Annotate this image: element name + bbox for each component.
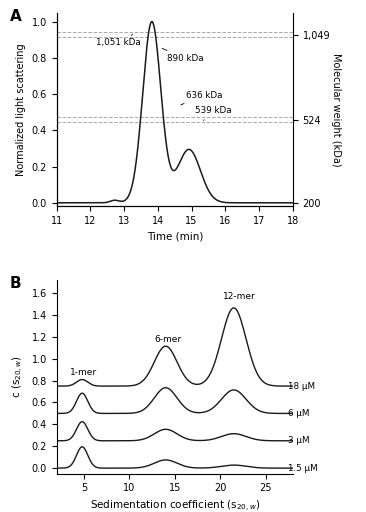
Text: 18 μM: 18 μM	[288, 381, 315, 391]
Text: 636 kDa: 636 kDa	[181, 91, 222, 105]
Y-axis label: c (s$_{20,w}$): c (s$_{20,w}$)	[11, 355, 26, 398]
Text: 1,051 kDa: 1,051 kDa	[96, 34, 140, 47]
Text: 1.5 μM: 1.5 μM	[288, 464, 318, 473]
Y-axis label: Molecular weight (kDa): Molecular weight (kDa)	[331, 53, 341, 166]
X-axis label: Time (min): Time (min)	[146, 232, 203, 242]
Text: 890 kDa: 890 kDa	[162, 48, 204, 63]
Text: B: B	[10, 276, 21, 291]
Text: 539 kDa: 539 kDa	[195, 106, 232, 120]
Text: 1-mer: 1-mer	[70, 368, 97, 377]
X-axis label: Sedimentation coefficient (s$_{20,w}$): Sedimentation coefficient (s$_{20,w}$)	[90, 499, 260, 512]
Text: 6-mer: 6-mer	[155, 335, 182, 344]
Text: 12-mer: 12-mer	[223, 292, 255, 301]
Text: 3 μM: 3 μM	[288, 436, 310, 445]
Y-axis label: Normalized light scattering: Normalized light scattering	[16, 44, 26, 176]
Text: 6 μM: 6 μM	[288, 409, 310, 418]
Text: A: A	[10, 9, 21, 24]
